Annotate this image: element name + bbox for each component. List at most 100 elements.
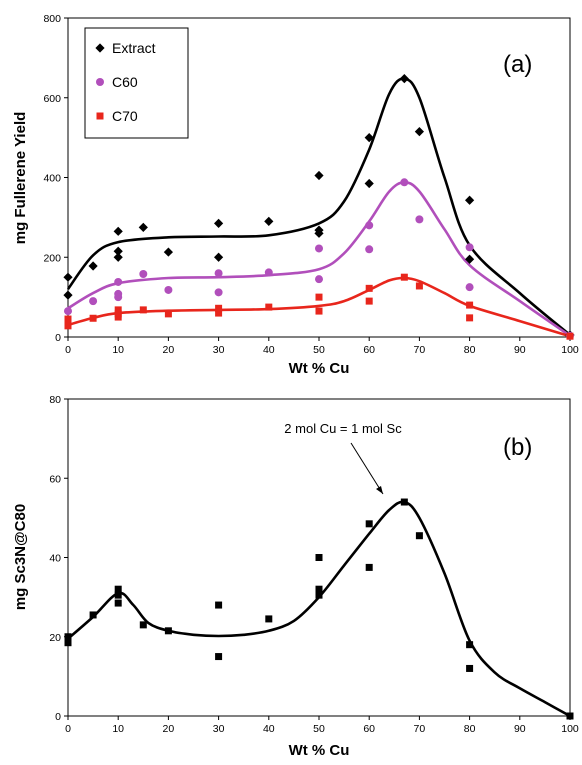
c70-point: [566, 332, 574, 340]
x-tick-label: 100: [561, 344, 579, 356]
x-tick-label: 0: [65, 344, 71, 356]
c60-point: [214, 288, 223, 297]
extract-point: [63, 290, 73, 300]
c70-point: [89, 314, 97, 322]
annotation-arrowhead: [376, 486, 383, 494]
x-tick-label: 40: [263, 723, 275, 735]
x-tick-label: 30: [213, 344, 225, 356]
y-tick-label: 0: [55, 332, 61, 344]
extract-point: [113, 252, 123, 262]
c70-point: [400, 273, 408, 281]
c60-point: [214, 269, 223, 278]
c70-point: [164, 310, 172, 318]
sc3n-c80-point: [566, 712, 574, 720]
c70-point: [114, 306, 122, 314]
sc3n-c80-point: [400, 498, 408, 506]
c60-point: [415, 215, 424, 224]
sc3n-c80-point: [114, 585, 122, 593]
extract-fit-curve: [66, 77, 571, 336]
extract-point: [113, 226, 123, 236]
x-tick-label: 70: [414, 723, 426, 735]
legend: Extract C60 C70: [84, 27, 189, 139]
y-tick-label: 60: [49, 473, 61, 485]
annotation-label: 2 mol Cu = 1 mol Sc: [284, 421, 402, 436]
x-tick-label: 20: [163, 344, 175, 356]
panel-a-label: (a): [503, 51, 532, 78]
sc3n-c80-point: [64, 639, 72, 647]
c60-point: [365, 245, 374, 254]
extract-point: [364, 178, 374, 189]
x-tick-label: 0: [65, 723, 71, 735]
sc3n-c80-point: [365, 520, 373, 528]
sc3n-c80-point: [466, 641, 474, 649]
y-tick-label: 600: [43, 93, 61, 105]
panel-a-y-axis-label: mg Fullerene Yield: [12, 112, 29, 245]
c70-point: [64, 315, 72, 323]
extract-point: [414, 127, 424, 137]
y-tick-label: 200: [43, 252, 61, 264]
panel-b-label: (b): [503, 434, 532, 461]
extract-point: [465, 254, 475, 264]
sc3n-c80-point: [89, 611, 97, 619]
extract-point: [364, 133, 374, 143]
c60-point: [264, 268, 273, 277]
extract-point: [113, 246, 123, 256]
x-tick-label: 90: [514, 344, 526, 356]
c70-point: [365, 297, 373, 305]
sc3n-c80-point: [215, 601, 223, 609]
extract-point: [214, 218, 224, 228]
panel-b-y-axis-label: mg Sc3N@C80: [12, 504, 29, 610]
c60-point: [139, 269, 148, 278]
c60-point: [465, 283, 474, 292]
c60-point: [400, 178, 409, 187]
sc3n-c80-point: [315, 591, 323, 599]
sc3n-c80-point: [315, 585, 323, 593]
legend-c70-marker: [96, 112, 104, 120]
extract-point: [399, 74, 409, 84]
c70-point: [365, 284, 373, 292]
y-tick-label: 40: [49, 553, 61, 565]
c60-point: [365, 221, 374, 230]
panel-a-x-axis-label: Wt % Cu: [289, 360, 350, 377]
x-tick-label: 100: [561, 723, 579, 735]
legend-extract-label: Extract: [112, 40, 156, 56]
sc3n-c80-point: [265, 615, 273, 623]
c60-point: [315, 244, 323, 253]
c70-point: [466, 314, 474, 322]
x-tick-label: 80: [464, 723, 476, 735]
x-tick-label: 40: [263, 344, 275, 356]
sc3n-c80-point: [64, 633, 72, 641]
x-tick-label: 60: [363, 723, 375, 735]
sc3n-c80-point: [139, 621, 147, 629]
c70-point: [265, 303, 273, 311]
c60-point: [315, 275, 323, 284]
annotation-arrow: [350, 442, 384, 495]
extract-point: [465, 195, 475, 205]
legend-c60-label: C60: [112, 74, 138, 90]
sc3n-c80-point: [114, 591, 122, 599]
extract-point: [214, 252, 224, 262]
c60-fit-curve: [67, 181, 571, 337]
x-tick-label: 20: [163, 723, 175, 735]
c60-point: [114, 277, 123, 286]
y-tick-label: 80: [49, 394, 61, 406]
y-tick-label: 20: [49, 632, 61, 644]
c70-point: [415, 282, 423, 290]
panel-b-x-axis-label: Wt % Cu: [289, 742, 350, 759]
c70-point: [466, 301, 474, 309]
sc3n-c80-point: [315, 554, 323, 561]
y-tick-label: 0: [55, 711, 61, 723]
c60-point: [465, 243, 474, 252]
legend-c60-marker: [96, 78, 104, 86]
x-tick-label: 10: [112, 344, 124, 356]
x-tick-label: 50: [313, 344, 325, 356]
c60-point: [64, 307, 72, 316]
c70-point: [215, 309, 223, 317]
c60-point: [114, 293, 123, 302]
x-tick-label: 70: [414, 344, 426, 356]
c70-point: [315, 307, 323, 315]
sc3n-c80-point: [466, 664, 474, 672]
legend-extract-marker: [95, 43, 105, 53]
c60-point: [89, 297, 98, 306]
